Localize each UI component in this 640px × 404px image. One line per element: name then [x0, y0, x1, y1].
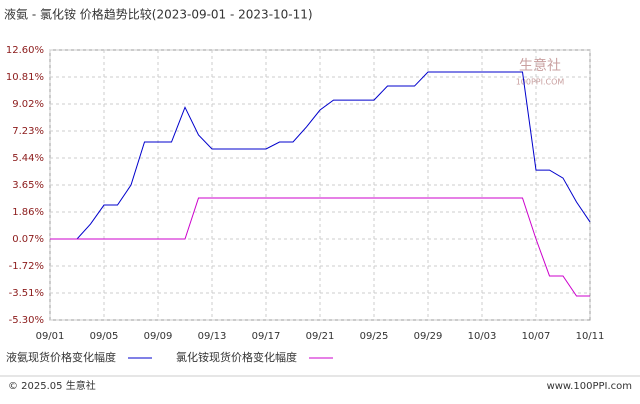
- legend-label: 液氨现货价格变化幅度: [6, 350, 116, 364]
- y-tick-label: 7.23%: [12, 126, 44, 137]
- series-line: [50, 197, 590, 297]
- legend-label: 氯化铵现货价格变化幅度: [176, 350, 297, 364]
- y-tick-label: 9.02%: [12, 99, 44, 110]
- x-tick-label: 09/25: [360, 331, 389, 342]
- x-tick-label: 09/09: [144, 331, 173, 342]
- x-tick-label: 09/17: [252, 331, 281, 342]
- series-line: [50, 71, 591, 240]
- watermark-name: 生意社: [519, 57, 561, 74]
- footer-left: © 2025.05 生意社: [8, 379, 96, 392]
- x-tick-label: 10/03: [468, 331, 497, 342]
- y-tick-label: 1.86%: [12, 207, 44, 218]
- y-tick-label: -1.72%: [9, 261, 44, 272]
- y-tick-label: 5.44%: [12, 153, 44, 164]
- x-tick-label: 10/11: [576, 331, 605, 342]
- x-tick-label: 09/13: [198, 331, 227, 342]
- x-tick-label: 09/01: [36, 331, 65, 342]
- x-tick-label: 09/05: [90, 331, 119, 342]
- y-tick-label: -3.51%: [9, 288, 44, 299]
- y-tick-label: 3.65%: [12, 180, 44, 191]
- x-tick-label: 10/07: [522, 331, 551, 342]
- y-tick-label: -5.30%: [9, 315, 44, 326]
- chart-title: 液氨 - 氯化铵 价格趋势比较(2023-09-01 - 2023-10-11): [4, 7, 313, 22]
- watermark-site: 100PPI.COM: [516, 78, 565, 87]
- x-tick-label: 09/29: [414, 331, 443, 342]
- y-tick-label: 0.07%: [12, 234, 44, 245]
- y-tick-label: 10.81%: [6, 72, 44, 83]
- y-tick-label: 12.60%: [6, 45, 44, 56]
- x-tick-label: 09/21: [306, 331, 335, 342]
- footer-right: www.100PPI.com: [547, 381, 632, 392]
